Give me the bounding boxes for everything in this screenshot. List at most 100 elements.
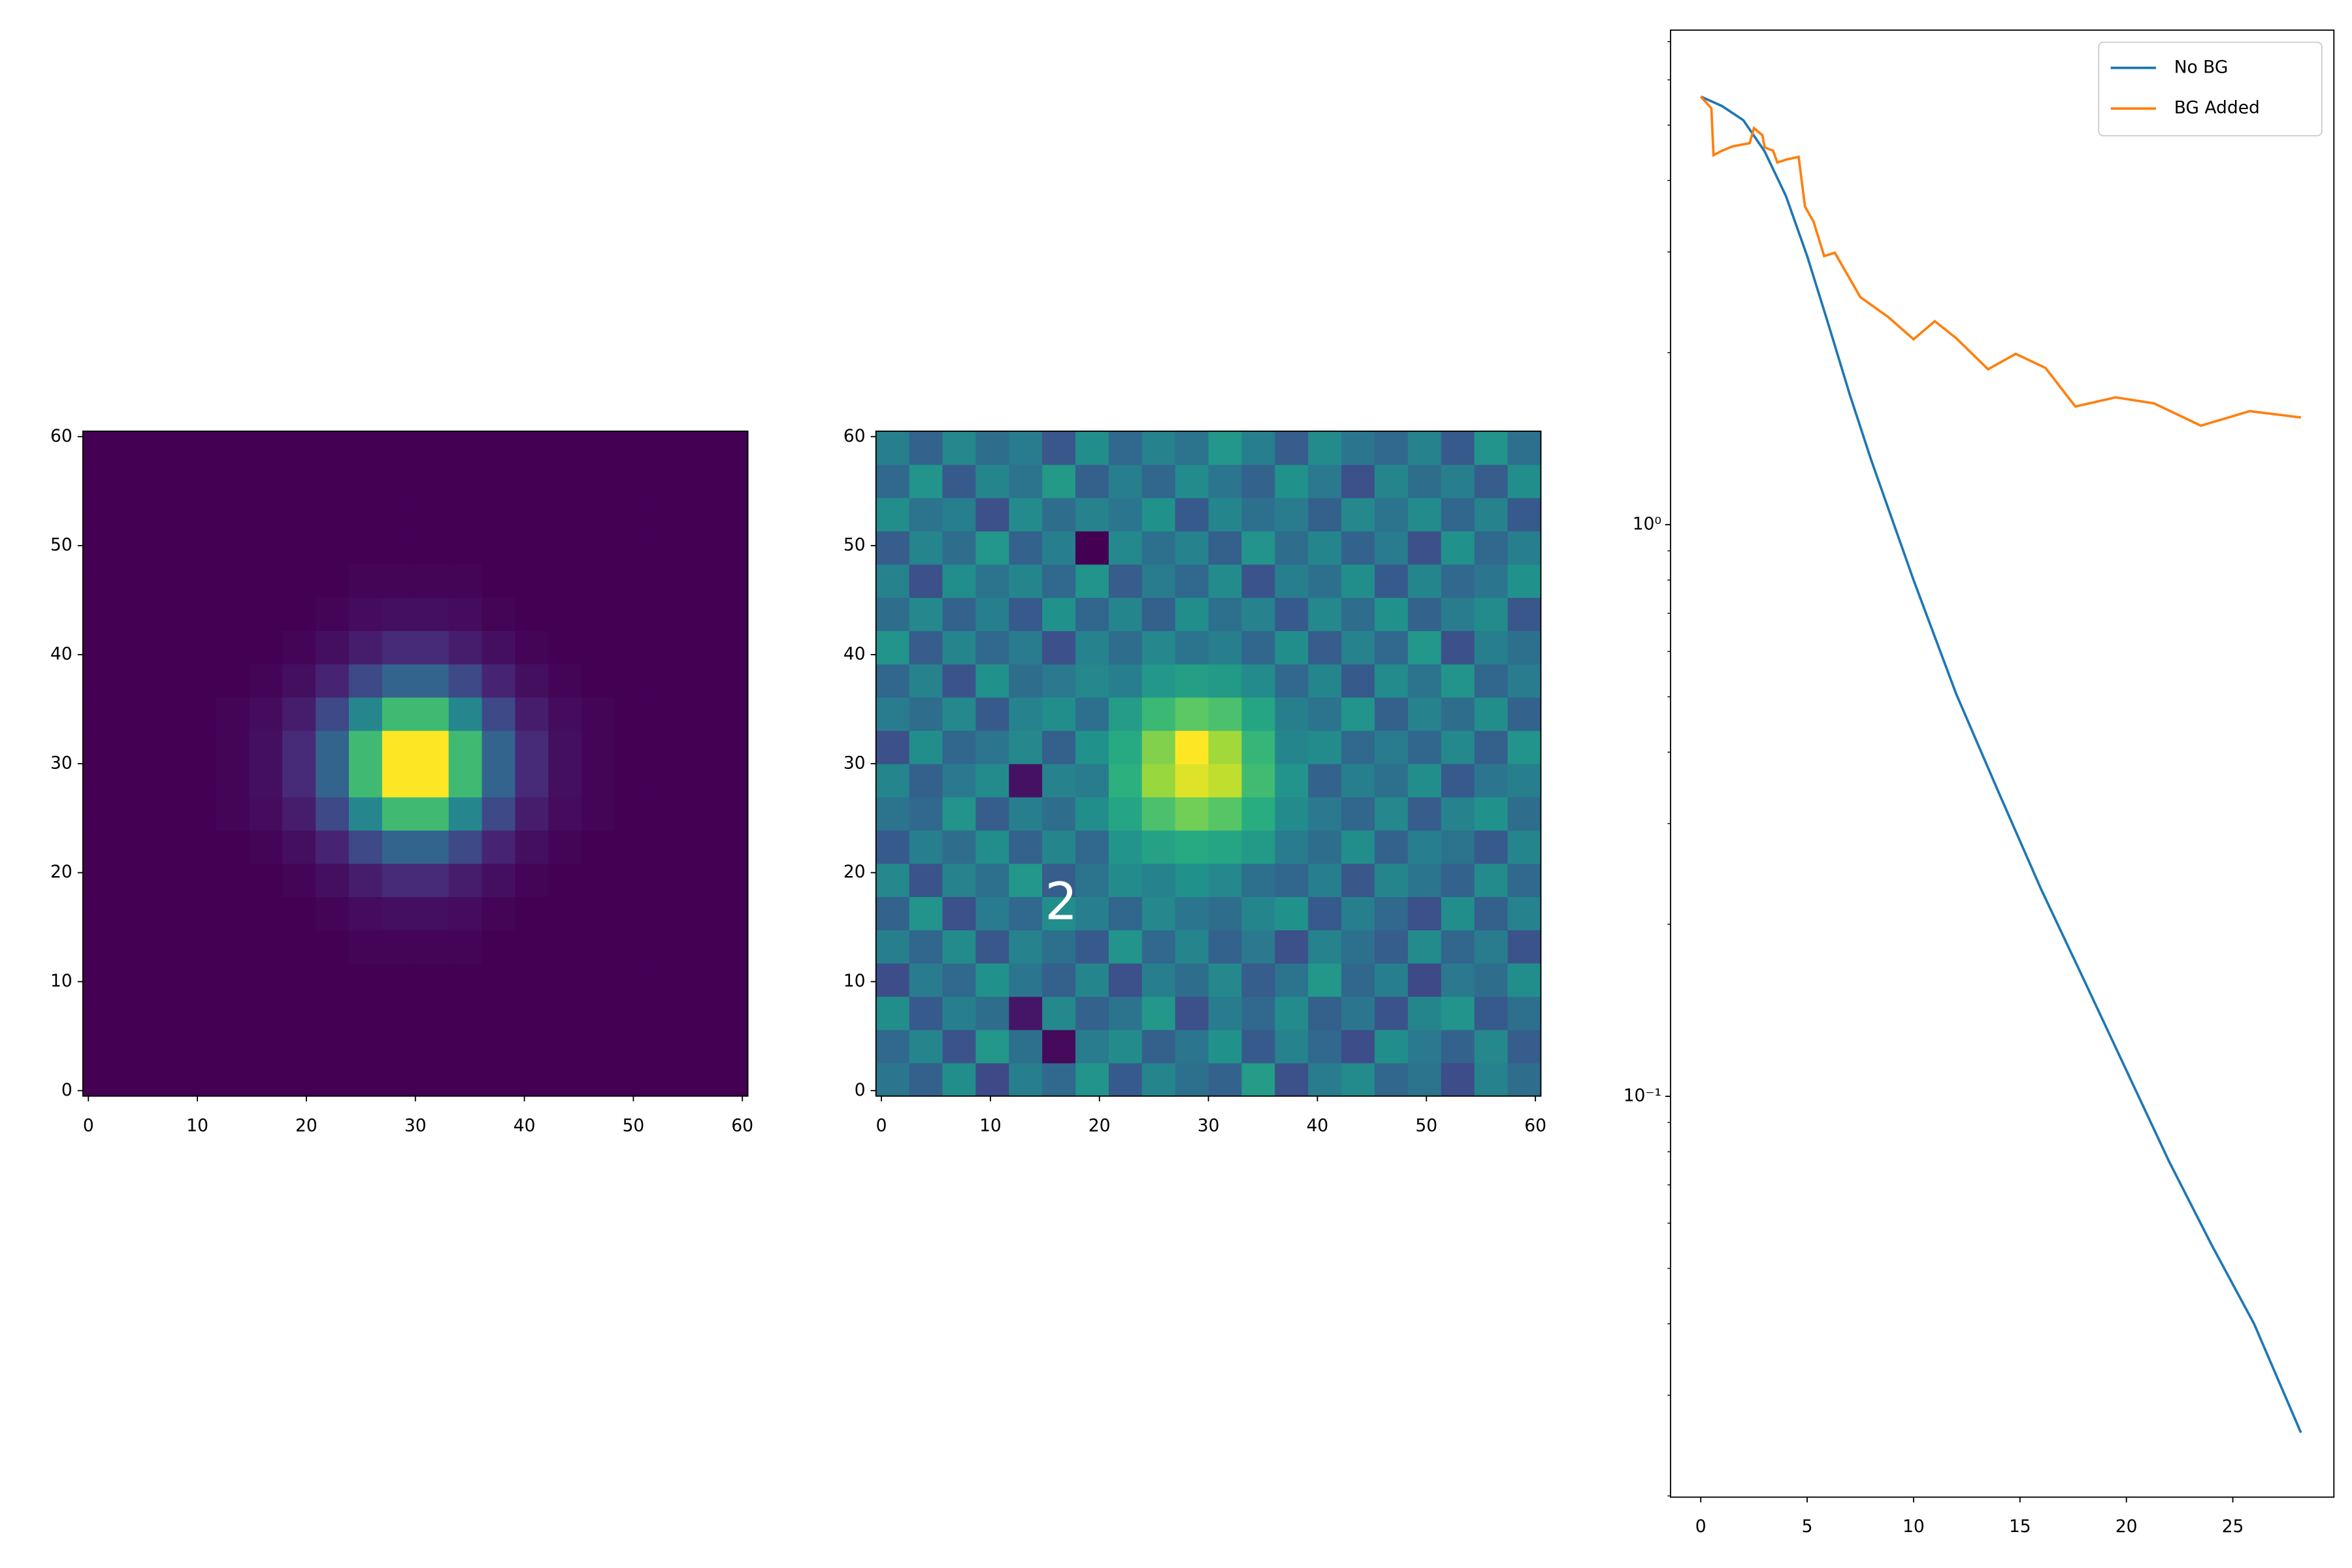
heatmap-cell [1042,497,1076,532]
heatmap-cell [216,497,250,532]
heatmap-cell [1241,796,1276,831]
heatmap-cell [1308,630,1342,664]
heatmap-cell [875,531,910,565]
heatmap-cell [1275,531,1309,565]
heatmap-cell [909,630,943,664]
heatmap-cell [1042,796,1076,831]
heatmap-cell [1375,830,1409,864]
heatmap-cell [1009,431,1043,465]
heatmap-cell [316,796,350,831]
heatmap-cell [1108,664,1143,698]
heatmap-cell [1375,730,1409,764]
heatmap-cell [1375,564,1409,598]
heatmap-cell [182,697,217,731]
heatmap-cell [1175,830,1209,864]
heatmap-cell [681,564,715,598]
heatmap-cell [149,1062,184,1097]
heatmap-cell [1075,531,1109,565]
heatmap-cell [1341,763,1375,798]
heatmap-cell [681,996,715,1030]
heatmap-cell [249,431,283,465]
heatmap-cell [1009,531,1043,565]
heatmap-cell [1042,730,1076,764]
heatmap-cell [1108,597,1143,631]
heatmap-cell [1407,531,1442,565]
heatmap-cell [1308,697,1342,731]
heatmap-cell [942,896,977,930]
heatmap-cell [1375,930,1409,964]
heatmap-cell [149,531,184,565]
heatmap-cell [482,1029,516,1064]
heatmap-cell [1474,896,1509,930]
heatmap-cell [1141,497,1176,532]
heatmap-cell [149,863,184,898]
heatmap-cell [1407,963,1442,997]
heatmap-cell [1108,464,1143,498]
heatmap-cell [581,763,615,798]
heatmap-cell [1208,796,1243,831]
x-tick-label: 30 [1198,1115,1220,1135]
heatmap-cell [1275,863,1309,898]
heatmap-cell [1375,597,1409,631]
heatmap-cell [1308,464,1342,498]
heatmap-cell [116,431,150,465]
heatmap-cell [382,630,416,664]
heatmap-cell [1208,664,1243,698]
heatmap-cell [1009,464,1043,498]
heatmap-cell [1308,763,1342,798]
heatmap-cell [82,730,117,764]
heatmap-cell [116,796,150,831]
heatmap-cell [149,1029,184,1064]
heatmap-cell [382,763,416,798]
heatmap-cell [1275,630,1309,664]
heatmap-cell [282,796,316,831]
heatmap-cell [1407,630,1442,664]
heatmap-cell [615,464,649,498]
heatmap-cell [975,963,1009,997]
heatmap-cell [1275,896,1309,930]
heatmap-cell [482,996,516,1030]
heatmap-cell [647,963,682,997]
heatmap-cell [249,896,283,930]
heatmap-cell [1241,930,1276,964]
heatmap-cell [316,996,350,1030]
heatmap-cell [875,830,910,864]
heatmap-cell [714,697,749,731]
heatmap-cell [1341,531,1375,565]
heatmap-cell [316,896,350,930]
heatmap-cell [1175,464,1209,498]
heatmap-cell [909,531,943,565]
heatmap-cell [282,664,316,698]
heatmap-cell [149,930,184,964]
heatmap-cell [216,664,250,698]
heatmap-cell [515,896,549,930]
heatmap-cell [1108,697,1143,731]
heatmap-cell [116,730,150,764]
heatmap-cell [1042,896,1076,930]
heatmap-cell [1009,1062,1043,1097]
x-tick-label: 15 [2009,1516,2031,1537]
heatmap-cell [448,763,483,798]
heatmap-cell [1141,830,1176,864]
heatmap-cell [909,763,943,798]
heatmap-cell [647,996,682,1030]
heatmap-cell [1075,1029,1109,1064]
heatmap-cell [615,1062,649,1097]
heatmap-cell [581,863,615,898]
heatmap-cell [382,531,416,565]
y-tick-label: 20 [843,862,866,882]
heatmap-cell [149,630,184,664]
heatmap-cell [1441,464,1475,498]
heatmap-cell [581,830,615,864]
heatmap-cell [1108,1062,1143,1097]
heatmap-cell [149,963,184,997]
heatmap-cell [548,896,582,930]
heatmap-cell [615,630,649,664]
heatmap-cell [681,431,715,465]
heatmap-cell [415,896,449,930]
heatmap-cell [316,1029,350,1064]
heatmap-cell [216,597,250,631]
heatmap-cell [1308,996,1342,1030]
heatmap-cell [1141,531,1176,565]
heatmap-cell [249,830,283,864]
